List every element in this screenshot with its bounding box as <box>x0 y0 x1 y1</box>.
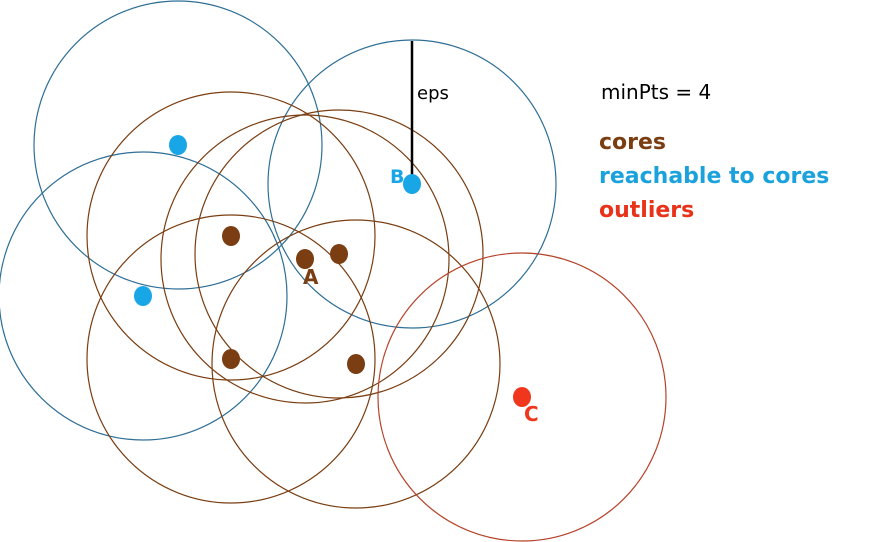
reachable-circle <box>33 0 323 290</box>
legend-reachable: reachable to cores <box>599 164 830 189</box>
point-label-b: B <box>390 166 404 188</box>
reachable-circle <box>267 39 557 329</box>
core-point-a <box>296 249 314 269</box>
core-circle <box>160 114 450 404</box>
core-circle <box>86 91 376 381</box>
core-circle <box>211 219 501 509</box>
reachable-circle <box>0 151 288 441</box>
point-label-a: A <box>303 265 319 289</box>
min-pts-label: minPts = 4 <box>601 80 712 104</box>
reachable-point-b <box>403 174 421 194</box>
core-point <box>222 349 240 369</box>
point-label-c: C <box>524 402 539 426</box>
reachable-point <box>169 135 187 155</box>
core-point <box>347 354 365 374</box>
core-circle <box>86 214 376 504</box>
legend-outliers: outliers <box>599 198 695 223</box>
outlier-circle <box>377 252 667 542</box>
core-point <box>222 226 240 246</box>
legend-cores: cores <box>599 130 667 155</box>
outlier-point-c <box>513 387 531 407</box>
core-circle <box>194 109 484 399</box>
eps-label: eps <box>417 83 449 104</box>
reachable-point <box>134 286 152 306</box>
core-point <box>330 244 348 264</box>
